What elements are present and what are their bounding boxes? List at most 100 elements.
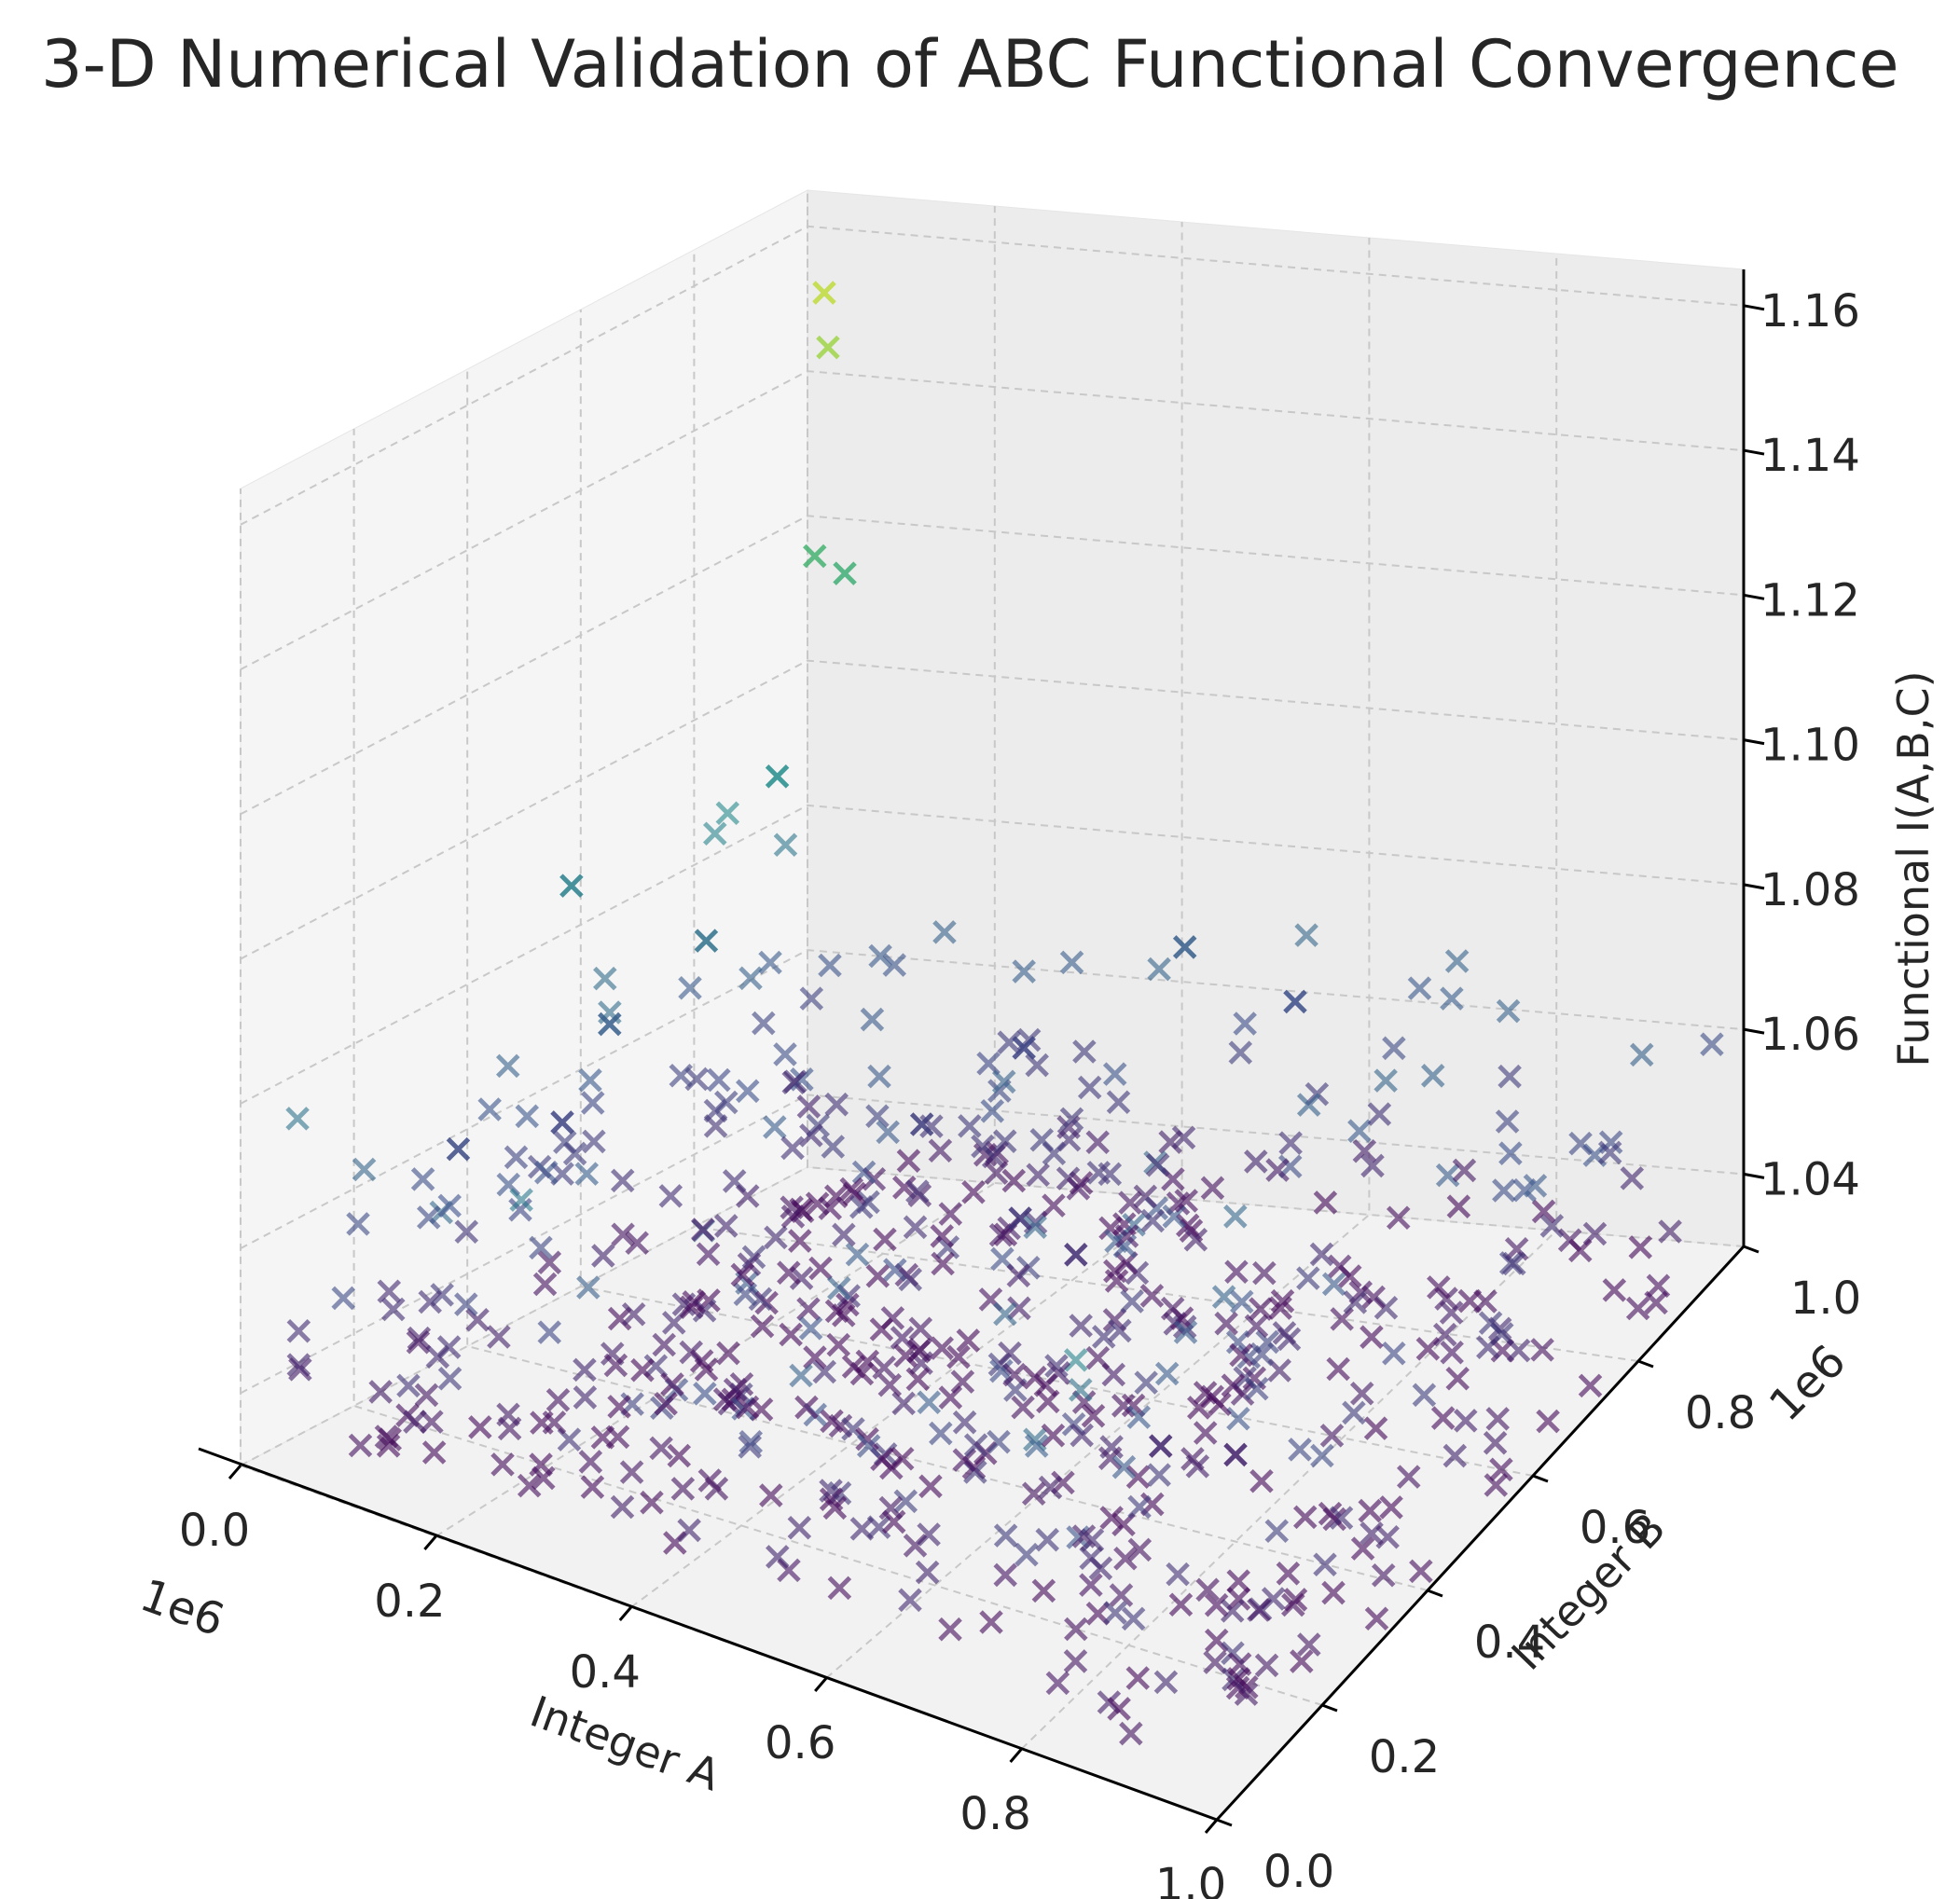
- data-point: [1097, 1446, 1123, 1470]
- data-point: [789, 1363, 813, 1388]
- data-point: [812, 281, 836, 305]
- data-point: [1247, 1598, 1271, 1622]
- data-point: [504, 1145, 529, 1170]
- data-point: [1063, 1348, 1088, 1372]
- data-point: [1484, 1473, 1509, 1497]
- data-point: [1158, 1130, 1182, 1154]
- data-point: [550, 1110, 574, 1135]
- data-point: [932, 920, 957, 944]
- data-point: [1041, 1424, 1066, 1448]
- data-point: [677, 1518, 701, 1543]
- data-point: [1350, 1536, 1375, 1561]
- data-point: [1498, 1064, 1522, 1089]
- z-tick-label: 1.08: [1760, 864, 1860, 916]
- data-point: [1539, 1214, 1565, 1238]
- data-point: [816, 335, 840, 360]
- grid-line-b: [693, 250, 1639, 1362]
- data-point: [1328, 1254, 1352, 1279]
- data-point: [652, 1332, 676, 1357]
- data-point: [670, 1477, 696, 1501]
- data-point: [1012, 1036, 1036, 1060]
- data-point: [1297, 1632, 1321, 1657]
- data-point: [1361, 1285, 1386, 1310]
- data-point: [1126, 1405, 1152, 1429]
- data-point: [607, 1306, 632, 1331]
- data-point: [1278, 1131, 1303, 1155]
- data-point: [1023, 1427, 1047, 1452]
- data-point: [430, 1283, 454, 1307]
- data-point: [1099, 1506, 1124, 1530]
- data-point: [1412, 1383, 1437, 1408]
- data-point: [1166, 1562, 1190, 1587]
- data-point: [1379, 1495, 1403, 1520]
- data-point: [1063, 1649, 1088, 1673]
- data-point: [1064, 1243, 1088, 1267]
- z-tick-mark: [1743, 448, 1765, 456]
- data-point: [529, 1235, 553, 1260]
- data-point: [678, 975, 702, 1000]
- data-point: [1452, 1158, 1477, 1183]
- data-point: [437, 1193, 462, 1218]
- data-point: [694, 929, 719, 953]
- data-point: [1226, 1407, 1250, 1431]
- data-point: [763, 1115, 787, 1139]
- data-point: [1172, 935, 1197, 959]
- data-point: [1127, 1494, 1152, 1520]
- data-point: [952, 1410, 977, 1435]
- data-point: [1244, 1149, 1268, 1174]
- z-tick-label: 1.16: [1760, 285, 1860, 337]
- data-point: [1174, 1189, 1198, 1213]
- data-point: [1121, 1606, 1146, 1631]
- data-point: [958, 1114, 982, 1138]
- data-point: [1228, 1040, 1253, 1065]
- data-point: [893, 1489, 918, 1514]
- data-point: [918, 1474, 943, 1499]
- data-point: [578, 1450, 603, 1474]
- data-point: [1109, 1583, 1134, 1607]
- data-point: [1079, 1573, 1103, 1597]
- data-point: [1620, 1166, 1645, 1190]
- data-point: [1326, 1356, 1350, 1382]
- data-point: [1409, 1559, 1433, 1584]
- data-point: [1485, 1407, 1510, 1431]
- data-point: [1098, 1216, 1123, 1241]
- x-offset-label: 1e6: [133, 1569, 230, 1647]
- data-point: [1454, 1409, 1478, 1433]
- data-point: [1002, 1362, 1027, 1387]
- data-point: [764, 1225, 788, 1250]
- x-tick-mark: [423, 1535, 437, 1550]
- data-point: [1069, 1378, 1093, 1402]
- data-point: [1059, 1107, 1084, 1132]
- data-point: [625, 1231, 649, 1256]
- data-point: [1272, 1321, 1297, 1345]
- data-point: [917, 1522, 941, 1547]
- data-point: [917, 1390, 942, 1415]
- data-point: [827, 1276, 851, 1300]
- x-tick-label: 0.6: [765, 1717, 835, 1769]
- data-point: [1211, 1285, 1236, 1309]
- data-point: [591, 1244, 615, 1268]
- data-point: [735, 1395, 760, 1420]
- data-point: [905, 1367, 931, 1392]
- data-point: [891, 1391, 916, 1416]
- data-point: [1439, 1300, 1464, 1325]
- data-point: [908, 1316, 933, 1342]
- data-point: [1007, 1296, 1031, 1321]
- data-point: [827, 1576, 852, 1601]
- data-point: [477, 1097, 502, 1122]
- data-point: [454, 1219, 479, 1244]
- data-point: [1442, 1443, 1468, 1468]
- data-point: [1118, 1190, 1142, 1215]
- data-point: [984, 1161, 1009, 1185]
- data-point: [723, 1377, 748, 1402]
- data-point: [856, 1434, 881, 1458]
- data-point: [1111, 1454, 1137, 1479]
- data-point: [860, 1007, 885, 1032]
- data-point: [1173, 1320, 1198, 1344]
- data-point: [490, 1452, 515, 1477]
- data-point: [1625, 1296, 1650, 1321]
- data-point: [773, 833, 798, 858]
- data-point: [1088, 1556, 1113, 1581]
- data-point: [787, 1516, 812, 1540]
- data-point: [1536, 1409, 1560, 1434]
